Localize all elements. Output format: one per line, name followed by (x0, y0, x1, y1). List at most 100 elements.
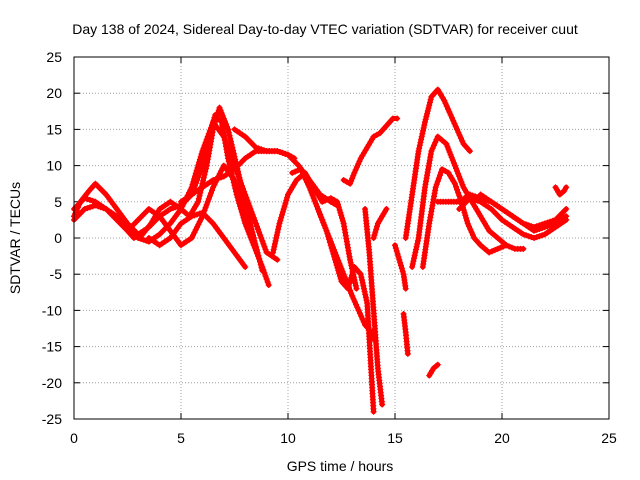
data-point (235, 188, 242, 195)
data-point (447, 111, 454, 118)
data-point (243, 211, 250, 218)
data-point (563, 213, 570, 220)
data-point (200, 174, 207, 181)
data-point (461, 209, 468, 216)
data-point (230, 159, 237, 166)
data-point (337, 209, 344, 216)
data-point (250, 235, 257, 241)
data-point (240, 185, 247, 192)
data-point (415, 148, 422, 155)
series-track-15 (409, 133, 510, 270)
data-point (332, 259, 339, 266)
data-point (373, 131, 380, 138)
data-point (216, 104, 223, 111)
data-point (353, 164, 360, 171)
data-point (445, 146, 452, 153)
data-point (242, 263, 249, 270)
data-point (420, 127, 427, 134)
data-point (271, 240, 278, 247)
data-point (242, 206, 249, 213)
data-point (370, 235, 377, 241)
data-point (433, 136, 440, 143)
data-point (187, 187, 194, 194)
data-point (201, 171, 208, 178)
data-point (348, 272, 355, 279)
data-point (351, 298, 358, 305)
data-point (397, 262, 404, 269)
data-point (258, 146, 265, 153)
data-point (250, 214, 257, 221)
data-point (277, 217, 284, 224)
data-point (192, 170, 199, 177)
series-track-10 (314, 206, 377, 415)
data-point (135, 235, 142, 241)
data-point (349, 175, 356, 182)
data-point (195, 195, 202, 202)
data-point (308, 189, 315, 196)
data-point (190, 178, 197, 185)
data-point (439, 166, 446, 173)
data-point (457, 135, 464, 142)
data-point (372, 229, 379, 236)
data-point (421, 119, 428, 126)
series-track-23 (426, 361, 441, 379)
data-point (355, 307, 362, 314)
data-point (270, 249, 277, 256)
data-point (359, 279, 366, 286)
data-point (280, 206, 287, 213)
data-point (312, 200, 319, 207)
data-point (528, 234, 535, 241)
x-tick-label: 5 (177, 430, 185, 446)
data-point (446, 109, 453, 116)
data-point (441, 97, 448, 104)
data-point (253, 243, 260, 250)
data-point (255, 226, 262, 233)
data-point (351, 169, 358, 176)
data-point (192, 226, 199, 233)
data-point (352, 279, 359, 286)
data-point (452, 123, 459, 130)
data-point (541, 224, 548, 231)
data-point (322, 225, 329, 232)
data-point (533, 234, 540, 241)
data-point (392, 242, 398, 249)
data-point (349, 292, 356, 299)
data-point (394, 115, 401, 122)
data-point (258, 264, 265, 271)
data-point (256, 258, 263, 265)
data-point (335, 267, 342, 274)
data-point (281, 203, 288, 210)
data-point (218, 110, 225, 117)
data-point (544, 223, 551, 230)
data-point (335, 204, 342, 211)
series-track-19 (477, 191, 570, 234)
data-point (254, 249, 261, 256)
data-point (418, 133, 425, 140)
data-point (424, 107, 431, 114)
y-tick-label: 10 (46, 158, 62, 174)
data-point (466, 223, 473, 230)
data-point (393, 248, 400, 255)
data-point (414, 237, 421, 244)
series-track-20 (552, 184, 570, 198)
data-point (353, 301, 360, 308)
data-point (193, 167, 200, 174)
data-point (190, 232, 197, 239)
data-point (203, 136, 210, 143)
series-track-16 (419, 166, 527, 270)
data-point (404, 350, 411, 357)
data-point (95, 203, 102, 210)
data-point (353, 285, 360, 292)
data-point (410, 258, 417, 265)
data-point (279, 211, 286, 218)
data-point (464, 220, 471, 227)
data-point (436, 172, 443, 179)
data-point (275, 226, 282, 233)
data-point (241, 203, 248, 210)
data-point (197, 153, 204, 160)
data-point (350, 295, 357, 302)
data-point (202, 139, 209, 146)
data-point (231, 177, 238, 184)
data-point (195, 198, 202, 205)
data-point (455, 170, 462, 177)
